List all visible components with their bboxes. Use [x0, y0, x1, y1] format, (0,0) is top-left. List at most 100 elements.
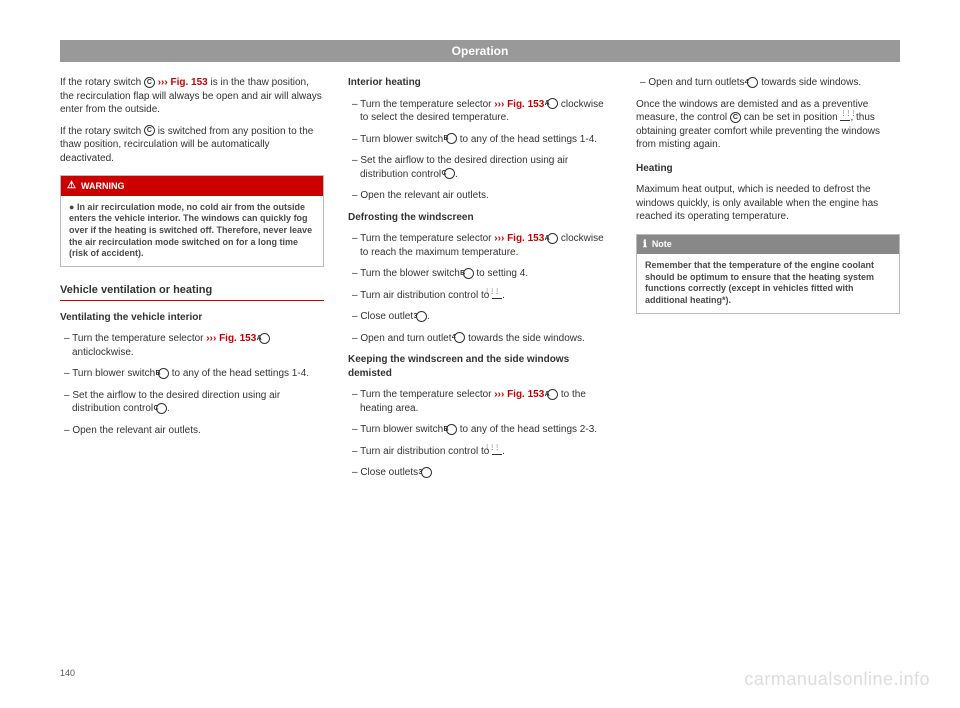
label-c-icon: C — [144, 77, 155, 88]
label-b-icon: B — [446, 424, 457, 435]
step-temp-max: – Turn the temperature selector ››› Fig.… — [348, 232, 612, 259]
column-3: – Open and turn outlets 4 towards side w… — [636, 76, 900, 488]
text: – Turn the blower switch — [352, 268, 463, 279]
para-rotary-thaw: If the rotary switch C ››› Fig. 153 is i… — [60, 76, 324, 117]
fig-ref: ››› Fig. 153 — [494, 99, 544, 110]
step-blower: – Turn blower switch B to any of the hea… — [60, 367, 324, 381]
label-c-icon: C — [144, 125, 155, 136]
text: – Turn the temperature selector — [64, 333, 206, 344]
fig-ref: ››› Fig. 153 — [206, 333, 256, 344]
info-icon — [643, 238, 647, 252]
fig-ref: ››› Fig. 153 — [155, 77, 208, 88]
label-a-icon: A — [259, 333, 270, 344]
warning-header: WARNING — [61, 176, 323, 196]
note-header: Note — [637, 235, 899, 255]
text: If the rotary switch — [60, 77, 144, 88]
text: – Turn air distribution control to — [352, 290, 492, 301]
fig-ref: ››› Fig. 153 — [494, 389, 544, 400]
column-2: Interior heating – Turn the temperature … — [348, 76, 612, 488]
label-c-icon: C — [444, 168, 455, 179]
text: – Turn the temperature selector — [352, 389, 494, 400]
warning-text: In air recirculation mode, no cold air f… — [69, 202, 312, 259]
step-close-outlet: – Close outlet 3. — [348, 310, 612, 324]
para-rotary-switch: If the rotary switch C is switched from … — [60, 125, 324, 166]
text: towards side windows. — [758, 77, 861, 88]
note-body: Remember that the temperature of the eng… — [637, 254, 899, 313]
step-blower: – Turn blower switch B to any of the hea… — [348, 133, 612, 147]
step-open-outlet-4: – Open and turn outlet 4 towards the sid… — [348, 332, 612, 346]
warning-label: WARNING — [81, 180, 125, 192]
step-blower-4: – Turn the blower switch B to setting 4. — [348, 267, 612, 281]
step-blower-23: – Turn blower switch B to any of the hea… — [348, 423, 612, 437]
column-1: If the rotary switch C ››› Fig. 153 is i… — [60, 76, 324, 488]
text: . — [427, 311, 430, 322]
text: . — [167, 403, 170, 414]
step-open-outlets: – Open the relevant air outlets. — [348, 189, 612, 203]
text: can be set in position — [741, 112, 841, 123]
arrow: ››› — [155, 77, 171, 88]
label-b-icon: B — [446, 133, 457, 144]
label-a-icon: A — [547, 389, 558, 400]
step-open-outlets-4: – Open and turn outlets 4 towards side w… — [636, 76, 900, 90]
label-3-icon: 3 — [416, 311, 427, 322]
text: – Turn air distribution control to — [352, 446, 492, 457]
note-label: Note — [652, 238, 672, 250]
text: . — [455, 169, 458, 180]
label-c-icon: C — [156, 403, 167, 414]
label-4-icon: 4 — [454, 332, 465, 343]
text: to setting 4. — [474, 268, 528, 279]
page-number: 140 — [60, 668, 75, 678]
fig-ref: ››› Fig. 153 — [494, 233, 544, 244]
warning-icon — [67, 179, 76, 193]
warning-body: ● In air recirculation mode, no cold air… — [61, 196, 323, 266]
text: – Open and turn outlets — [640, 77, 747, 88]
text: – Turn blower switch — [352, 424, 446, 435]
step-distribution: – Turn air distribution control to . — [348, 289, 612, 303]
subheading-ventilating: Ventilating the vehicle interior — [60, 311, 324, 325]
defrost-icon — [492, 291, 502, 299]
label-b-icon: B — [463, 268, 474, 279]
defrost-icon — [840, 113, 850, 121]
text: anticlockwise. — [72, 347, 134, 358]
fig-num: Fig. 153 — [170, 77, 207, 88]
text: – Turn blower switch — [64, 368, 158, 379]
step-distribution-2: – Turn air distribution control to . — [348, 445, 612, 459]
defrost-icon — [492, 447, 502, 455]
step-open-outlets: – Open the relevant air outlets. — [60, 424, 324, 438]
text: If the rotary switch — [60, 126, 144, 137]
section-title-ventilation: Vehicle ventilation or heating — [60, 283, 324, 301]
label-a-icon: A — [547, 98, 558, 109]
text: towards the side windows. — [465, 333, 585, 344]
text: – Turn blower switch — [352, 134, 446, 145]
note-box: Note Remember that the temperature of th… — [636, 234, 900, 314]
page-header: Operation — [60, 40, 900, 62]
step-temp-selector: – Turn the temperature selector ››› Fig.… — [348, 98, 612, 125]
step-temp-heating: – Turn the temperature selector ››› Fig.… — [348, 388, 612, 415]
text: – Close outlet — [352, 311, 416, 322]
warning-box: WARNING ● In air recirculation mode, no … — [60, 175, 324, 267]
para-max-heat: Maximum heat output, which is needed to … — [636, 183, 900, 224]
text: to any of the head settings 1-4. — [169, 368, 309, 379]
text: – Turn the temperature selector — [352, 233, 494, 244]
label-3-icon: 3 — [421, 467, 432, 478]
subheading-defrost: Defrosting the windscreen — [348, 211, 612, 225]
subheading-interior-heating: Interior heating — [348, 76, 612, 90]
step-airflow: – Set the airflow to the desired directi… — [348, 154, 612, 181]
label-b-icon: B — [158, 368, 169, 379]
step-airflow: – Set the airflow to the desired directi… — [60, 389, 324, 416]
watermark: carmanualsonline.info — [744, 669, 930, 690]
subheading-keep-demisted: Keeping the windscreen and the side wind… — [348, 353, 612, 380]
text: – Close outlets — [352, 467, 421, 478]
label-4-icon: 4 — [747, 77, 758, 88]
text: – Set the airflow to the desired directi… — [352, 155, 568, 180]
content-columns: If the rotary switch C ››› Fig. 153 is i… — [60, 76, 900, 488]
page-container: Operation If the rotary switch C ››› Fig… — [0, 0, 960, 708]
text: to any of the head settings 1-4. — [457, 134, 597, 145]
subheading-heating: Heating — [636, 162, 900, 176]
text: – Open and turn outlet — [352, 333, 454, 344]
label-a-icon: A — [547, 233, 558, 244]
step-close-outlets-3: – Close outlets 3 — [348, 466, 612, 480]
label-c-icon: C — [730, 112, 741, 123]
text: to any of the head settings 2-3. — [457, 424, 597, 435]
bullet-icon: ● — [69, 202, 77, 212]
